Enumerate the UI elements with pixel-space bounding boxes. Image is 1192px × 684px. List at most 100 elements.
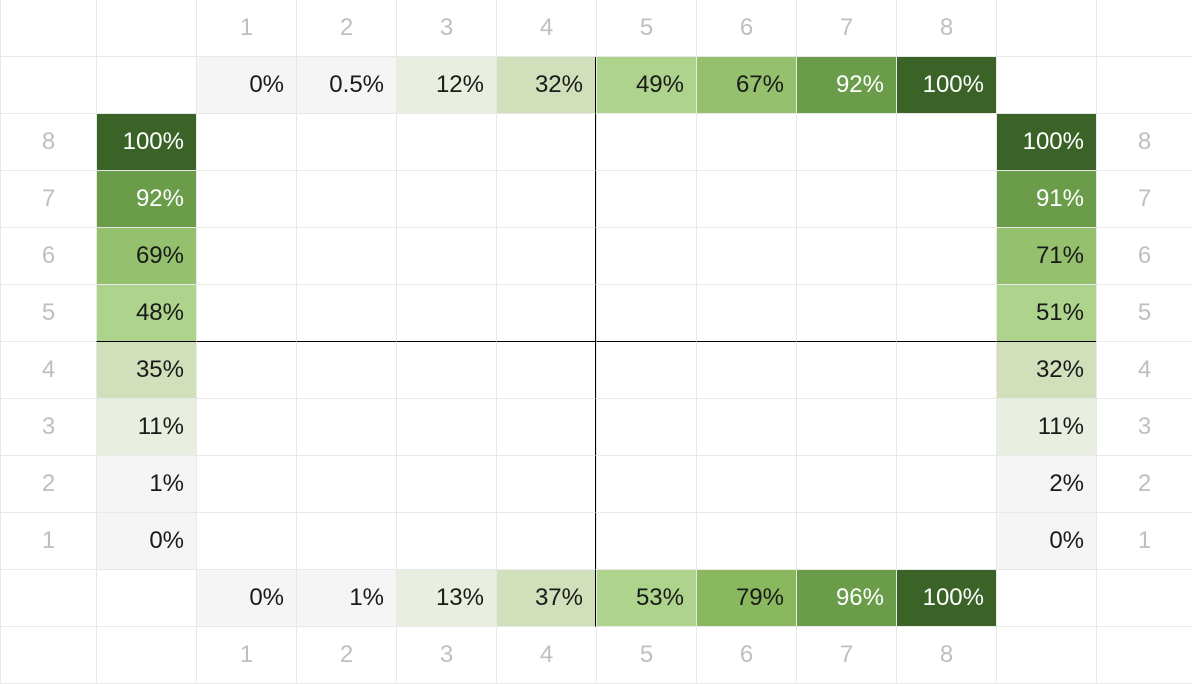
- body-cell: [396, 456, 496, 513]
- header-right: 7: [1096, 171, 1192, 228]
- pct-left-cell: 100%: [96, 114, 196, 171]
- header-left: 4: [0, 342, 96, 399]
- body-cell: [296, 171, 396, 228]
- body-cell: [496, 114, 596, 171]
- body-cell: [196, 114, 296, 171]
- body-cell: [696, 114, 796, 171]
- body-cell: [596, 285, 696, 342]
- grid-cell: [996, 0, 1096, 57]
- header-top: 8: [896, 0, 996, 57]
- grid-cell: [996, 627, 1096, 684]
- grid-cell: [0, 570, 96, 627]
- body-cell: [296, 228, 396, 285]
- body-cell: [196, 342, 296, 399]
- body-cell: [196, 399, 296, 456]
- pct-right-cell: 2%: [996, 456, 1096, 513]
- body-cell: [496, 228, 596, 285]
- pct-right-cell: 100%: [996, 114, 1096, 171]
- header-bottom: 2: [296, 627, 396, 684]
- header-bottom: 7: [796, 627, 896, 684]
- header-top: 1: [196, 0, 296, 57]
- header-bottom: 8: [896, 627, 996, 684]
- heatmap-grid: 123456780%0.5%12%32%49%67%92%100%8100%10…: [0, 0, 1192, 684]
- pct-left-cell: 35%: [96, 342, 196, 399]
- header-left: 6: [0, 228, 96, 285]
- header-bottom: 1: [196, 627, 296, 684]
- grid-cell: [0, 0, 96, 57]
- body-cell: [496, 513, 596, 570]
- body-cell: [196, 456, 296, 513]
- header-bottom: 3: [396, 627, 496, 684]
- body-cell: [596, 114, 696, 171]
- body-cell: [796, 228, 896, 285]
- header-left: 2: [0, 456, 96, 513]
- pct-top-cell: 67%: [696, 57, 796, 114]
- header-right: 4: [1096, 342, 1192, 399]
- body-cell: [696, 399, 796, 456]
- pct-bottom-cell: 100%: [896, 570, 996, 627]
- header-right: 5: [1096, 285, 1192, 342]
- body-cell: [196, 228, 296, 285]
- body-cell: [896, 342, 996, 399]
- pct-right-cell: 91%: [996, 171, 1096, 228]
- body-cell: [896, 228, 996, 285]
- header-bottom: 6: [696, 627, 796, 684]
- pct-left-cell: 92%: [96, 171, 196, 228]
- body-cell: [896, 114, 996, 171]
- header-right: 6: [1096, 228, 1192, 285]
- pct-right-cell: 11%: [996, 399, 1096, 456]
- grid-cell: [1096, 57, 1192, 114]
- body-cell: [896, 513, 996, 570]
- body-cell: [396, 342, 496, 399]
- pct-top-cell: 0.5%: [296, 57, 396, 114]
- body-cell: [296, 342, 396, 399]
- body-cell: [396, 171, 496, 228]
- pct-left-cell: 11%: [96, 399, 196, 456]
- header-top: 3: [396, 0, 496, 57]
- body-cell: [796, 399, 896, 456]
- header-right: 8: [1096, 114, 1192, 171]
- header-right: 3: [1096, 399, 1192, 456]
- pct-top-cell: 100%: [896, 57, 996, 114]
- header-left: 3: [0, 399, 96, 456]
- body-cell: [396, 228, 496, 285]
- body-cell: [696, 171, 796, 228]
- grid-cell: [96, 57, 196, 114]
- body-cell: [796, 114, 896, 171]
- pct-bottom-cell: 37%: [496, 570, 596, 627]
- body-cell: [596, 228, 696, 285]
- grid-cell: [996, 57, 1096, 114]
- header-top: 7: [796, 0, 896, 57]
- body-cell: [896, 285, 996, 342]
- pct-right-cell: 51%: [996, 285, 1096, 342]
- pct-left-cell: 69%: [96, 228, 196, 285]
- pct-bottom-cell: 1%: [296, 570, 396, 627]
- body-cell: [596, 171, 696, 228]
- body-cell: [296, 285, 396, 342]
- body-cell: [596, 342, 696, 399]
- body-cell: [696, 456, 796, 513]
- pct-right-cell: 32%: [996, 342, 1096, 399]
- pct-bottom-cell: 53%: [596, 570, 696, 627]
- pct-bottom-cell: 96%: [796, 570, 896, 627]
- pct-right-cell: 71%: [996, 228, 1096, 285]
- body-cell: [396, 114, 496, 171]
- header-top: 2: [296, 0, 396, 57]
- body-cell: [796, 513, 896, 570]
- header-left: 5: [0, 285, 96, 342]
- body-cell: [696, 342, 796, 399]
- body-cell: [296, 114, 396, 171]
- grid-cell: [96, 0, 196, 57]
- body-cell: [396, 399, 496, 456]
- body-cell: [496, 342, 596, 399]
- pct-bottom-cell: 0%: [196, 570, 296, 627]
- grid-cell: [1096, 627, 1192, 684]
- body-cell: [796, 171, 896, 228]
- pct-left-cell: 48%: [96, 285, 196, 342]
- header-left: 1: [0, 513, 96, 570]
- grid-cell: [0, 627, 96, 684]
- header-top: 4: [496, 0, 596, 57]
- body-cell: [196, 513, 296, 570]
- header-left: 7: [0, 171, 96, 228]
- grid-cell: [996, 570, 1096, 627]
